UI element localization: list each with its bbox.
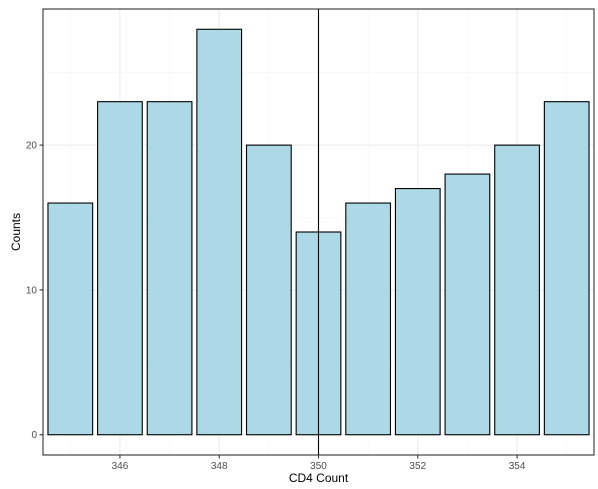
y-axis-title: Counts <box>9 213 23 251</box>
bar-354 <box>494 144 540 436</box>
bar-351 <box>345 202 392 436</box>
x-axis-ticks: 346 348 350 352 354 <box>112 455 526 472</box>
bar-347 <box>146 101 193 436</box>
x-tick-label: 346 <box>112 461 129 472</box>
y-tick-label: 0 <box>31 430 37 441</box>
x-tick-label: 348 <box>211 461 228 472</box>
bars <box>47 28 590 436</box>
y-axis-ticks: 0 10 20 <box>26 141 43 441</box>
bar-353 <box>444 173 491 436</box>
bar-349 <box>245 144 292 436</box>
y-tick-label: 20 <box>26 141 38 152</box>
x-axis-title: CD4 Count <box>289 471 349 485</box>
y-tick-label: 10 <box>26 285 38 296</box>
bar-352 <box>394 188 441 436</box>
x-tick-label: 354 <box>509 461 526 472</box>
bar-348 <box>196 28 243 436</box>
bar-346 <box>97 101 143 436</box>
bar-355 <box>543 101 590 436</box>
bar-345 <box>47 202 94 436</box>
x-tick-label: 352 <box>409 461 426 472</box>
x-tick-label: 350 <box>310 461 327 472</box>
